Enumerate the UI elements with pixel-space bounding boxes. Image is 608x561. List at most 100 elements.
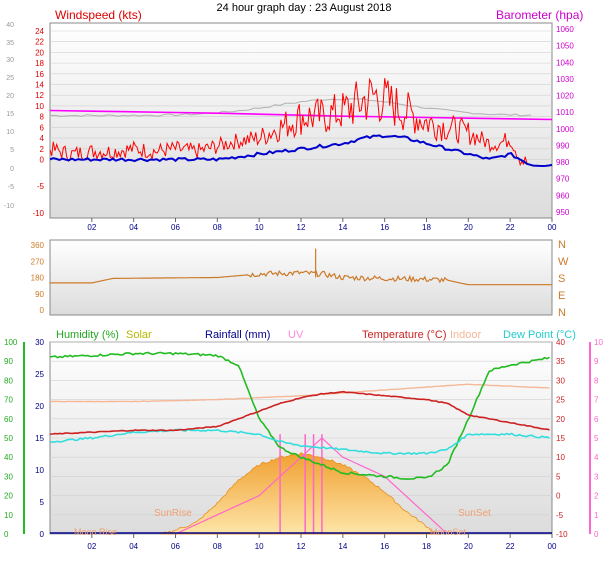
wind-tick-label: 24 (35, 27, 44, 36)
windspeed-axis-label: Windspeed (kts) (55, 8, 142, 22)
baro-tick-label: 1040 (556, 58, 574, 67)
wind-panel-grid: 242220181614121086420-5-1040353025201510… (4, 22, 574, 232)
temperature-line (49, 390, 550, 435)
sunrise-label: SunRise (154, 508, 192, 519)
moonset-label: MoonSet (430, 527, 467, 537)
legend-indoor: Indoor (450, 329, 482, 341)
baro-tick-label: 1060 (556, 25, 574, 34)
dir-tick-label: 90 (35, 290, 44, 299)
x-tick-label: 00 (548, 542, 557, 551)
barometer-line (49, 109, 553, 121)
wind-tick-label-alt: -10 (4, 203, 14, 210)
rain-tick-label: 0 (40, 530, 45, 539)
wind-tick-label: -10 (32, 209, 44, 218)
wind-tick-label-alt: 5 (10, 147, 14, 154)
humidity-tick-label: 40 (4, 453, 13, 462)
uv-tick-label: 10 (594, 338, 603, 347)
x-tick-label: 06 (171, 223, 180, 232)
temp-tick-label: 0 (556, 492, 561, 501)
wind-tick-label-alt: 40 (6, 22, 14, 29)
temp-tick-label: 30 (556, 376, 565, 385)
wind-tick-label-alt: 35 (6, 40, 14, 47)
x-tick-label: 20 (464, 542, 473, 551)
uv-tick-label: 8 (594, 376, 599, 385)
temp-tick-label: 25 (556, 396, 565, 405)
humidity-tick-label: 0 (4, 530, 9, 539)
x-tick-label: 18 (422, 223, 431, 232)
wind-tick-label: 8 (40, 113, 45, 122)
humidity-tick-label: 10 (4, 511, 13, 520)
temp-tick-label: 35 (556, 357, 565, 366)
wind-tick-label: 18 (35, 59, 44, 68)
x-tick-label: 16 (380, 223, 389, 232)
compass-label: N (558, 307, 566, 319)
wind-panel (49, 22, 553, 219)
rain-tick-label: 15 (35, 434, 44, 443)
x-tick-label: 12 (297, 223, 306, 232)
dir-tick-label: 0 (40, 306, 45, 315)
wind-tick-label: 6 (40, 123, 45, 132)
x-tick-label: 20 (464, 223, 473, 232)
wind-tick-label-alt: -5 (8, 184, 14, 191)
baro-tick-label: 960 (556, 191, 570, 200)
temp-tick-label: 40 (556, 338, 565, 347)
compass-label: S (558, 273, 565, 285)
baro-tick-label: 1030 (556, 75, 574, 84)
wind-tick-label-alt: 15 (6, 111, 14, 118)
indoor-line (49, 383, 550, 403)
rain-tick-label: 30 (35, 338, 44, 347)
x-tick-label: 08 (213, 542, 222, 551)
temp-tick-label: 5 (556, 472, 561, 481)
wind-tick-label-alt: 20 (6, 93, 14, 100)
humidity-tick-label: 80 (4, 376, 13, 385)
baro-tick-label: 1020 (556, 92, 574, 101)
x-tick-label: 14 (338, 223, 347, 232)
x-tick-label: 04 (129, 223, 138, 232)
rain-tick-label: 5 (40, 498, 45, 507)
uv-tick-label: 0 (594, 530, 599, 539)
x-tick-label: 10 (255, 223, 264, 232)
baro-tick-label: 970 (556, 175, 570, 184)
humidity-tick-label: 50 (4, 434, 13, 443)
wind-tick-label: 12 (35, 91, 44, 100)
x-tick-label: 02 (87, 223, 96, 232)
bearing-line (50, 269, 552, 286)
wind-average-line (49, 134, 553, 168)
barometer-trace-line (49, 98, 532, 117)
x-tick-label: 02 (87, 542, 96, 551)
legend-dewpoint: Dew Point (°C) (503, 329, 576, 341)
uv-tick-label: 6 (594, 415, 599, 424)
wind-tick-label: -5 (37, 182, 45, 191)
legend-humidity: Humidity (%) (56, 329, 119, 341)
wind-tick-label-alt: 25 (6, 75, 14, 82)
wind-tick-label: 2 (40, 145, 45, 154)
uv-tick-label: 3 (594, 472, 599, 481)
humidity-line (49, 351, 550, 480)
wind-tick-label: 10 (35, 102, 44, 111)
compass-label: E (558, 290, 565, 302)
temp-tick-label: 10 (556, 453, 565, 462)
compass-label: W (558, 256, 569, 268)
uv-tick-label: 2 (594, 492, 599, 501)
uv-line (175, 437, 446, 535)
baro-tick-label: 1000 (556, 125, 574, 134)
wind-tick-label: 22 (35, 38, 44, 47)
wind-tick-label: 0 (40, 155, 45, 164)
rain-tick-label: 25 (35, 370, 44, 379)
baro-tick-label: 1050 (556, 42, 574, 51)
barometer-axis-label: Barometer (hpa) (496, 8, 583, 22)
wind-tick-label: 20 (35, 48, 44, 57)
legend-temperature: Temperature (°C) (362, 329, 446, 341)
dir-tick-label: 360 (31, 241, 45, 250)
windspeed-line (49, 77, 528, 167)
legend-solar: Solar (126, 329, 152, 341)
uv-tick-label: 5 (594, 434, 599, 443)
x-tick-label: 00 (548, 223, 557, 232)
legend-rainfall: Rainfall (mm) (205, 329, 270, 341)
x-tick-label: 18 (422, 542, 431, 551)
temp-tick-label: -10 (556, 530, 568, 539)
wind-tick-label-alt: 0 (10, 166, 14, 173)
wind-tick-label: 16 (35, 70, 44, 79)
